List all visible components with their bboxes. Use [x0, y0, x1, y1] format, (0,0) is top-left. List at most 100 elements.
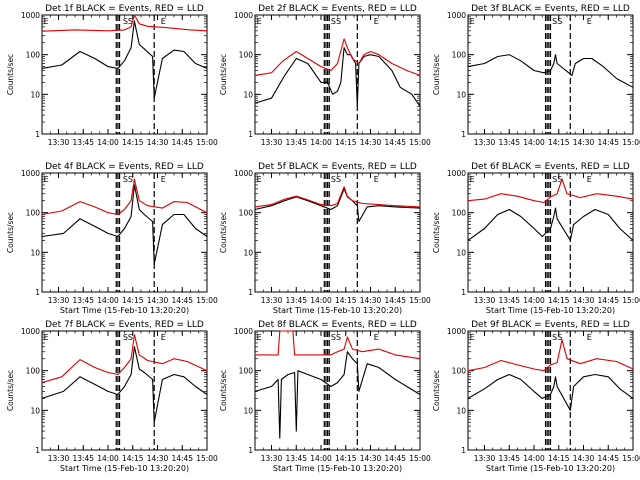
event-marker-label: SS [123, 175, 133, 184]
y-tick-label: 10 [456, 406, 466, 415]
x-tick-label: 13:45 [285, 454, 307, 463]
x-tick-label: 14:00 [310, 454, 332, 463]
chart-title: Det 4f BLACK = Events, RED = LLD [45, 162, 204, 172]
chart-title: Det 2f BLACK = Events, RED = LLD [258, 4, 417, 14]
plot-frame [254, 14, 421, 135]
y-tick-label: 1000 [447, 11, 466, 20]
x-tick-label: 14:15 [548, 454, 570, 463]
x-tick-label: 13:45 [498, 296, 520, 305]
events-series-line [41, 20, 208, 99]
event-marker-label: E [161, 333, 166, 342]
x-tick-label: 13:45 [498, 454, 520, 463]
y-tick-label: 10 [243, 248, 253, 257]
y-tick-label: 1000 [21, 327, 40, 336]
x-tick-label: 14:30 [147, 296, 169, 305]
series-group [41, 334, 208, 423]
chart-panel-7: Det 7f BLACK = Events, RED = LLD 1 10 100 10… [6, 320, 218, 473]
x-axis-label: Start Time (15-Feb-10 13:20:20) [486, 306, 615, 315]
lld-series-line [254, 186, 421, 208]
x-tick-label: 14:30 [360, 138, 382, 147]
x-tick-label: 14:45 [171, 296, 193, 305]
x-tick-label: 14:45 [597, 138, 619, 147]
chart-panel-5: Det 5f BLACK = Events, RED = LLD 1 10 100 10… [219, 162, 431, 315]
x-tick-label: 14:45 [384, 454, 406, 463]
x-tick-label: 14:00 [523, 138, 545, 147]
x-axis-label: Start Time (15-Feb-10 13:20:20) [273, 306, 402, 315]
series-group [467, 54, 634, 88]
x-tick-label: 14:00 [523, 296, 545, 305]
chart-title: Det 1f BLACK = Events, RED = LLD [45, 4, 204, 14]
x-tick-label: 14:00 [310, 296, 332, 305]
x-axis-label: Start Time (15-Feb-10 13:20:20) [486, 464, 615, 473]
x-tick-label: 14:45 [171, 454, 193, 463]
y-tick-label: 1 [461, 288, 466, 297]
x-tick-label: 15:00 [622, 296, 640, 305]
y-axis-label: Counts/sec [219, 54, 228, 95]
chart-panel-9: Det 9f BLACK = Events, RED = LLD 1 10 100 10… [432, 320, 640, 473]
plot-frame [41, 14, 208, 135]
x-tick-label: 14:15 [122, 454, 144, 463]
chart-panel-6: Det 6f BLACK = Events, RED = LLD 1 10 100 10… [432, 162, 640, 315]
event-marker-label: E [257, 17, 262, 26]
y-axis-label: Counts/sec [432, 212, 441, 253]
lld-series-line [467, 178, 634, 204]
x-tick-label: 14:30 [360, 296, 382, 305]
series-group [254, 330, 421, 439]
events-series-line [254, 351, 421, 439]
x-tick-label: 13:30 [261, 454, 283, 463]
chart-panel-8: Det 8f BLACK = Events, RED = LLD 1 10 100 10… [219, 320, 431, 473]
chart-panel-2: Det 2f BLACK = Events, RED = LLD 1 10 100 10… [219, 4, 431, 147]
event-marker-label: SS [123, 17, 133, 26]
lld-series-line [41, 14, 208, 32]
chart-title: Det 8f BLACK = Events, RED = LLD [258, 320, 417, 330]
event-marker-label: SS [331, 333, 341, 342]
x-tick-label: 14:15 [122, 138, 144, 147]
lld-series-line [254, 38, 421, 76]
x-tick-label: 13:45 [72, 138, 94, 147]
y-tick-label: 100 [452, 367, 467, 376]
y-axis-label: Counts/sec [219, 370, 228, 411]
y-axis-label: Counts/sec [432, 54, 441, 95]
x-tick-label: 14:00 [523, 454, 545, 463]
x-tick-label: 13:30 [261, 138, 283, 147]
event-marker-label: SS [331, 175, 341, 184]
event-marker-label: E [587, 175, 592, 184]
y-tick-label: 1 [248, 288, 253, 297]
y-axis-label: Counts/sec [6, 212, 15, 253]
y-tick-label: 1000 [447, 169, 466, 178]
x-tick-label: 13:45 [72, 296, 94, 305]
chart-title: Det 5f BLACK = Events, RED = LLD [258, 162, 417, 172]
lld-series-line [255, 330, 421, 360]
x-axis-label: Start Time (15-Feb-10 13:20:20) [273, 464, 402, 473]
x-tick-label: 14:30 [573, 138, 595, 147]
chart-panel-1: Det 1f BLACK = Events, RED = LLD 1 10 100 10… [6, 4, 218, 147]
x-tick-label: 15:00 [196, 296, 218, 305]
x-axis-label: Start Time (15-Feb-10 13:20:20) [60, 464, 189, 473]
x-tick-label: 14:15 [548, 296, 570, 305]
event-marker-label: E [374, 333, 379, 342]
x-tick-label: 14:30 [573, 296, 595, 305]
event-marker-label: SS [552, 175, 562, 184]
event-marker-label: E [470, 333, 475, 342]
events-series-line [254, 188, 421, 223]
chart-title: Det 7f BLACK = Events, RED = LLD [45, 320, 204, 330]
y-tick-label: 1 [248, 446, 253, 455]
y-tick-label: 10 [30, 406, 40, 415]
x-tick-label: 14:15 [335, 454, 357, 463]
y-tick-label: 10 [456, 90, 466, 99]
y-tick-label: 1 [35, 130, 40, 139]
x-tick-label: 14:45 [597, 296, 619, 305]
chart-title: Det 3f BLACK = Events, RED = LLD [471, 4, 630, 14]
y-tick-label: 100 [26, 51, 41, 60]
plot-frame [41, 172, 208, 293]
events-series-line [41, 184, 208, 265]
x-tick-label: 13:45 [498, 138, 520, 147]
series-group [254, 186, 421, 223]
events-series-line [41, 346, 208, 423]
chart-panel-4: Det 4f BLACK = Events, RED = LLD 1 10 100 10… [6, 162, 218, 315]
y-tick-label: 10 [243, 90, 253, 99]
series-group [467, 178, 634, 241]
x-tick-label: 13:30 [48, 296, 70, 305]
y-tick-label: 10 [30, 248, 40, 257]
